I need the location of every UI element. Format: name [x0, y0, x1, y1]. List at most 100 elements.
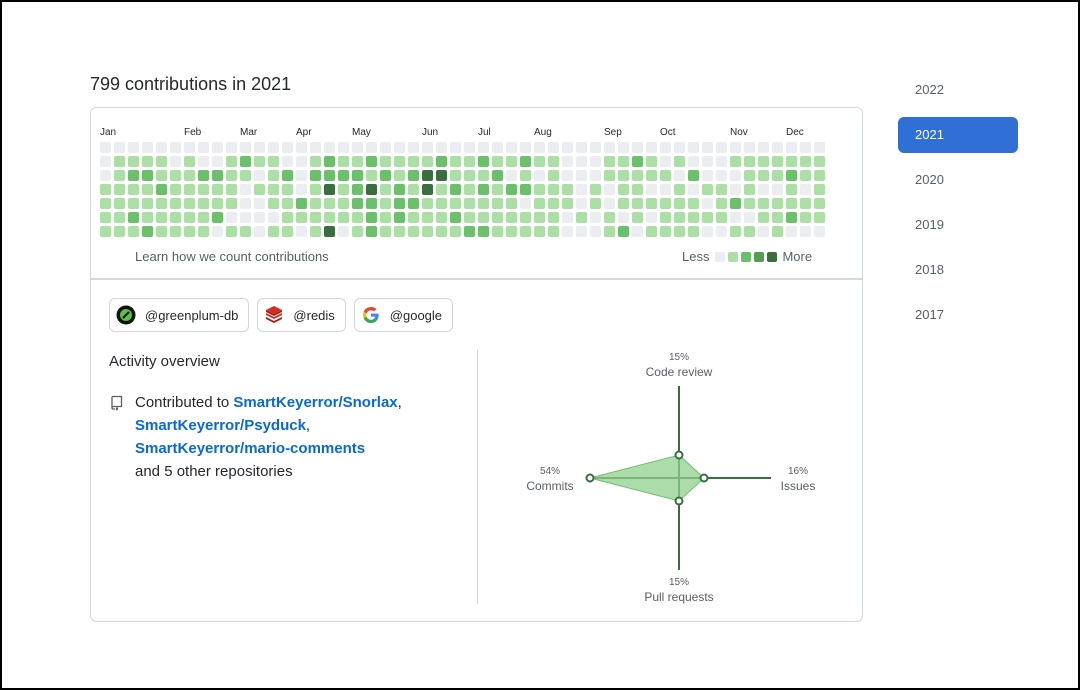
contribution-day[interactable]: [478, 184, 489, 195]
contribution-day[interactable]: [660, 170, 671, 181]
contribution-day[interactable]: [646, 184, 657, 195]
contribution-day[interactable]: [674, 184, 685, 195]
contribution-day[interactable]: [170, 142, 181, 153]
contribution-day[interactable]: [296, 156, 307, 167]
contribution-day[interactable]: [492, 170, 503, 181]
contribution-day[interactable]: [268, 156, 279, 167]
contribution-day[interactable]: [338, 170, 349, 181]
contribution-day[interactable]: [590, 156, 601, 167]
contribution-day[interactable]: [128, 156, 139, 167]
contribution-day[interactable]: [142, 226, 153, 237]
contribution-day[interactable]: [100, 142, 111, 153]
contribution-day[interactable]: [772, 142, 783, 153]
contribution-day[interactable]: [296, 226, 307, 237]
contribution-day[interactable]: [226, 184, 237, 195]
contribution-day[interactable]: [114, 198, 125, 209]
contribution-day[interactable]: [506, 170, 517, 181]
contribution-day[interactable]: [590, 198, 601, 209]
contribution-day[interactable]: [492, 142, 503, 153]
contribution-day[interactable]: [758, 212, 769, 223]
contribution-day[interactable]: [618, 170, 629, 181]
contribution-day[interactable]: [380, 170, 391, 181]
contribution-day[interactable]: [184, 156, 195, 167]
contribution-day[interactable]: [786, 184, 797, 195]
contribution-day[interactable]: [324, 170, 335, 181]
contribution-day[interactable]: [814, 184, 825, 195]
contribution-day[interactable]: [226, 156, 237, 167]
contribution-day[interactable]: [786, 142, 797, 153]
contribution-day[interactable]: [800, 226, 811, 237]
contribution-day[interactable]: [408, 226, 419, 237]
contribution-day[interactable]: [464, 226, 475, 237]
contribution-day[interactable]: [226, 198, 237, 209]
contribution-day[interactable]: [296, 198, 307, 209]
contribution-day[interactable]: [254, 142, 265, 153]
contribution-day[interactable]: [324, 156, 335, 167]
contribution-day[interactable]: [702, 184, 713, 195]
contribution-day[interactable]: [646, 226, 657, 237]
contribution-day[interactable]: [366, 212, 377, 223]
contribution-day[interactable]: [338, 184, 349, 195]
contribution-day[interactable]: [618, 142, 629, 153]
contribution-day[interactable]: [800, 156, 811, 167]
contribution-day[interactable]: [660, 184, 671, 195]
contribution-day[interactable]: [436, 142, 447, 153]
contribution-day[interactable]: [268, 198, 279, 209]
contribution-day[interactable]: [296, 142, 307, 153]
contribution-day[interactable]: [422, 226, 433, 237]
contribution-day[interactable]: [240, 156, 251, 167]
contribution-day[interactable]: [226, 226, 237, 237]
contribution-day[interactable]: [352, 156, 363, 167]
contribution-day[interactable]: [380, 198, 391, 209]
contribution-day[interactable]: [814, 198, 825, 209]
contribution-day[interactable]: [352, 212, 363, 223]
contribution-day[interactable]: [814, 212, 825, 223]
contribution-day[interactable]: [198, 226, 209, 237]
repo-link-psyduck[interactable]: SmartKeyerror/Psyduck: [135, 417, 306, 434]
contribution-day[interactable]: [604, 142, 615, 153]
contribution-day[interactable]: [758, 198, 769, 209]
contribution-day[interactable]: [310, 198, 321, 209]
contribution-day[interactable]: [380, 212, 391, 223]
contribution-day[interactable]: [100, 226, 111, 237]
contribution-day[interactable]: [772, 226, 783, 237]
contribution-day[interactable]: [520, 156, 531, 167]
contribution-day[interactable]: [660, 226, 671, 237]
contribution-day[interactable]: [534, 212, 545, 223]
contribution-day[interactable]: [730, 212, 741, 223]
contribution-day[interactable]: [254, 184, 265, 195]
contribution-day[interactable]: [478, 198, 489, 209]
contribution-day[interactable]: [184, 212, 195, 223]
contribution-day[interactable]: [702, 212, 713, 223]
contribution-day[interactable]: [772, 212, 783, 223]
contribution-day[interactable]: [212, 142, 223, 153]
contribution-day[interactable]: [534, 142, 545, 153]
contribution-day[interactable]: [394, 212, 405, 223]
contribution-day[interactable]: [338, 156, 349, 167]
org-button-google[interactable]: @google: [353, 298, 454, 332]
contribution-day[interactable]: [394, 142, 405, 153]
contribution-day[interactable]: [422, 170, 433, 181]
contribution-day[interactable]: [716, 212, 727, 223]
contribution-day[interactable]: [114, 170, 125, 181]
contribution-day[interactable]: [800, 212, 811, 223]
contribution-day[interactable]: [408, 212, 419, 223]
contribution-day[interactable]: [506, 184, 517, 195]
contribution-day[interactable]: [310, 184, 321, 195]
contribution-day[interactable]: [184, 226, 195, 237]
contribution-day[interactable]: [436, 170, 447, 181]
contribution-day[interactable]: [114, 226, 125, 237]
year-2017[interactable]: 2017: [915, 307, 944, 322]
contribution-day[interactable]: [478, 170, 489, 181]
contribution-day[interactable]: [254, 170, 265, 181]
contribution-day[interactable]: [142, 212, 153, 223]
contribution-day[interactable]: [366, 226, 377, 237]
contribution-day[interactable]: [674, 226, 685, 237]
contribution-day[interactable]: [394, 170, 405, 181]
contribution-day[interactable]: [366, 184, 377, 195]
contribution-day[interactable]: [786, 170, 797, 181]
contribution-day[interactable]: [142, 198, 153, 209]
contribution-day[interactable]: [464, 142, 475, 153]
contribution-day[interactable]: [324, 212, 335, 223]
contribution-day[interactable]: [492, 198, 503, 209]
